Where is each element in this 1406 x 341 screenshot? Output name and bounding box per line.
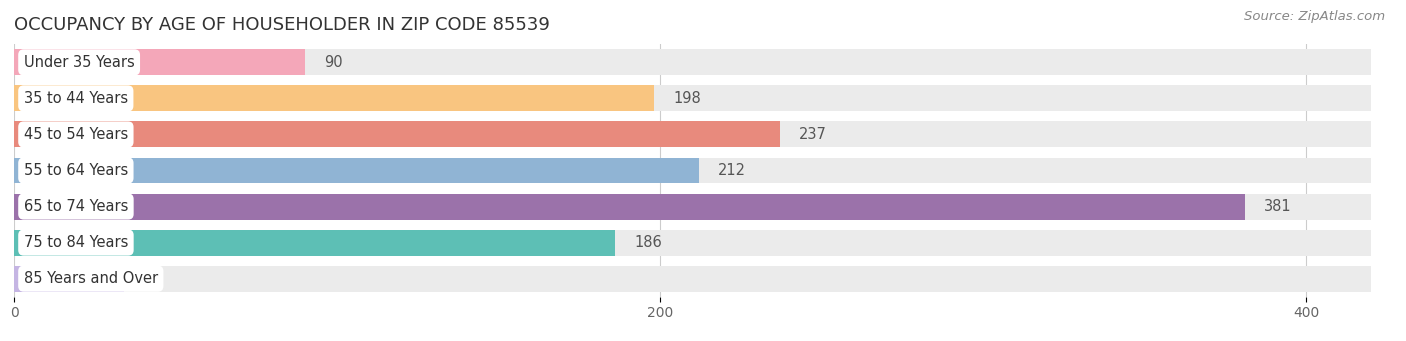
Text: 75 to 84 Years: 75 to 84 Years	[24, 235, 128, 250]
Text: 45 to 54 Years: 45 to 54 Years	[24, 127, 128, 142]
Text: Source: ZipAtlas.com: Source: ZipAtlas.com	[1244, 10, 1385, 23]
Text: 55 to 64 Years: 55 to 64 Years	[24, 163, 128, 178]
Bar	[14, 121, 1371, 147]
Text: 90: 90	[325, 55, 343, 70]
Text: 35 to 44 Years: 35 to 44 Years	[24, 91, 128, 106]
Bar	[14, 86, 1371, 112]
Text: 186: 186	[634, 235, 662, 250]
Bar	[14, 158, 699, 183]
Text: 212: 212	[718, 163, 747, 178]
Text: 65 to 74 Years: 65 to 74 Years	[24, 199, 128, 214]
Bar	[14, 229, 1371, 255]
Bar	[14, 49, 305, 75]
Bar	[14, 194, 1371, 220]
Text: 381: 381	[1264, 199, 1292, 214]
Bar	[14, 86, 654, 112]
Bar	[14, 266, 124, 292]
Bar	[14, 49, 1371, 75]
Text: 34: 34	[143, 271, 162, 286]
Bar	[14, 121, 780, 147]
Bar	[14, 266, 1371, 292]
Text: 237: 237	[799, 127, 827, 142]
Text: Under 35 Years: Under 35 Years	[24, 55, 135, 70]
Text: 85 Years and Over: 85 Years and Over	[24, 271, 157, 286]
Bar	[14, 229, 614, 255]
Text: 198: 198	[673, 91, 700, 106]
Bar	[14, 158, 1371, 183]
Text: OCCUPANCY BY AGE OF HOUSEHOLDER IN ZIP CODE 85539: OCCUPANCY BY AGE OF HOUSEHOLDER IN ZIP C…	[14, 16, 550, 34]
Bar	[14, 194, 1244, 220]
